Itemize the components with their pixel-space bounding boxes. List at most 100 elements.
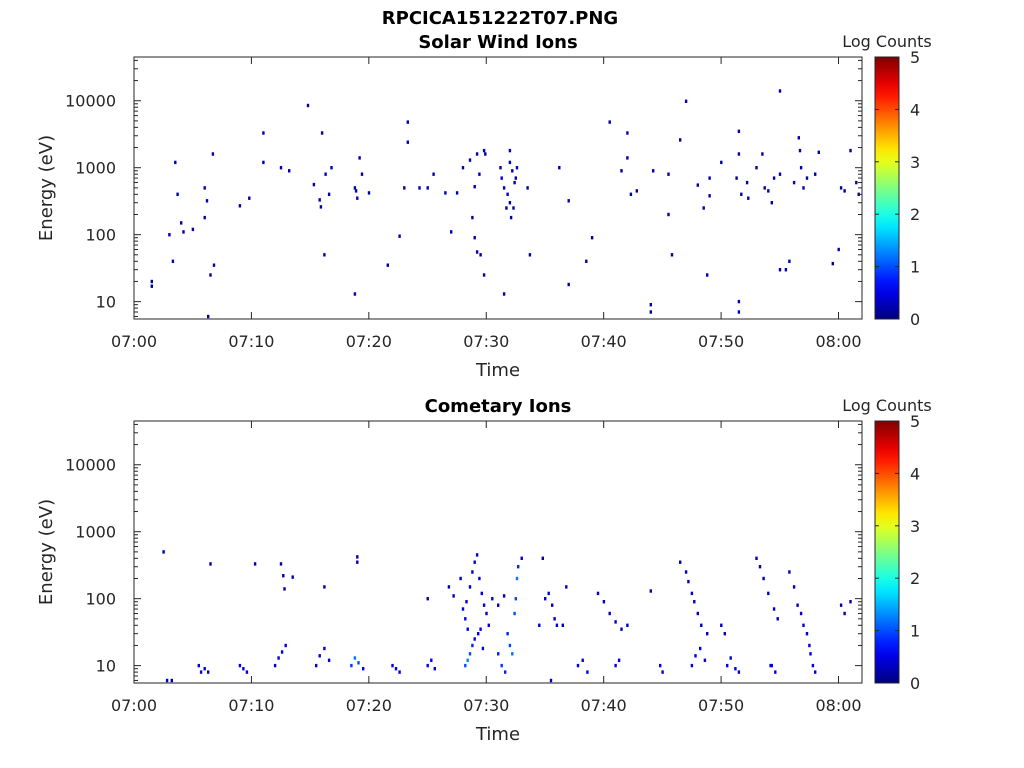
data-cell [690,663,694,668]
data-cell [398,234,401,238]
data-cell [262,131,265,135]
data-cell [796,603,799,607]
data-cell [475,250,479,254]
y-tick-label: 1000 [75,159,116,178]
data-cell [464,617,467,621]
data-cell [515,166,519,170]
y-axis-label: Energy (eV) [36,499,57,605]
data-cell [703,658,707,662]
data-cell [855,180,858,185]
data-cell [849,600,852,604]
data-cell [455,191,459,195]
data-cell [471,215,474,220]
data-cell [561,623,564,627]
data-cell [661,670,664,674]
data-cell [679,138,682,142]
data-cell [277,656,280,660]
data-cell [778,172,782,176]
y-tick-label: 10000 [65,92,116,111]
data-cell [652,169,655,173]
data-cell [788,570,791,574]
data-cell [814,172,817,176]
data-cell [520,556,523,560]
data-cell [772,607,776,611]
data-cell [508,201,512,205]
data-cell [482,148,486,153]
data-cell [608,611,611,616]
data-cell [708,176,711,180]
data-cell [805,176,809,180]
data-cell [473,185,476,189]
data-cell [279,562,283,566]
data-cell [626,156,629,160]
data-cell [608,120,611,124]
colorbar-tick-label: 4 [910,464,920,483]
data-cell [356,555,359,559]
data-cell [755,556,758,560]
data-cell [353,186,357,190]
data-cell [839,186,843,190]
data-cell [176,192,179,196]
data-cell [478,576,481,581]
x-axis-label: Time [475,360,520,381]
data-cell [590,236,594,240]
x-tick-label: 08:00 [815,332,861,351]
data-cell [291,575,294,579]
data-cell [737,152,741,156]
data-cell [353,292,357,296]
data-cell [499,166,502,170]
x-tick-label: 07:20 [346,332,392,351]
data-cell [168,233,171,237]
data-cell [403,186,406,190]
data-cell [720,623,723,627]
colorbar-tick-label: 0 [910,310,920,329]
data-cell [792,180,796,185]
colorbar-label: Log Counts [842,32,932,51]
data-cell [288,169,291,173]
data-cell [797,136,800,140]
data-cell [758,565,762,569]
data-cell [466,658,469,662]
data-cell [497,652,500,656]
y-tick-label: 10 [96,293,116,312]
data-cell [514,176,517,180]
x-tick-label: 07:50 [698,696,744,715]
data-cell [197,663,200,668]
data-cell [482,603,486,607]
data-cell [831,261,834,266]
colorbar-tick-label: 2 [910,205,920,224]
data-cell [770,201,773,205]
data-cell [353,656,357,660]
data-cell [684,99,688,103]
data-cell [761,152,764,156]
data-cell [508,148,512,153]
data-cell [450,230,453,234]
y-tick-label: 100 [85,590,116,609]
data-cell [805,632,809,636]
data-cell [526,186,529,190]
data-cell [706,273,709,277]
data-cell [477,632,480,636]
data-cell [468,585,472,589]
data-cell [517,565,520,569]
data-cell [323,253,326,257]
data-cell [209,562,212,566]
data-cell [203,215,206,220]
x-tick-label: 07:50 [698,332,744,351]
data-cell [473,637,476,641]
data-cell [471,570,474,574]
data-cell [547,591,550,596]
y-tick-label: 10 [96,657,116,676]
data-cell [508,643,512,648]
x-tick-label: 07:00 [111,696,157,715]
cometary-ions-panel: 07:00 07:10 07:20 07:30 07:40 07:50 08:0010100… [36,396,932,745]
data-cell [670,253,674,257]
data-cell [629,192,633,196]
data-cell [694,654,697,658]
data-cell [602,600,606,604]
x-tick-label: 07:10 [228,332,274,351]
data-cell [541,556,544,560]
data-cell [282,574,285,578]
y-tick-label: 1000 [75,523,116,542]
data-cell [209,273,212,277]
